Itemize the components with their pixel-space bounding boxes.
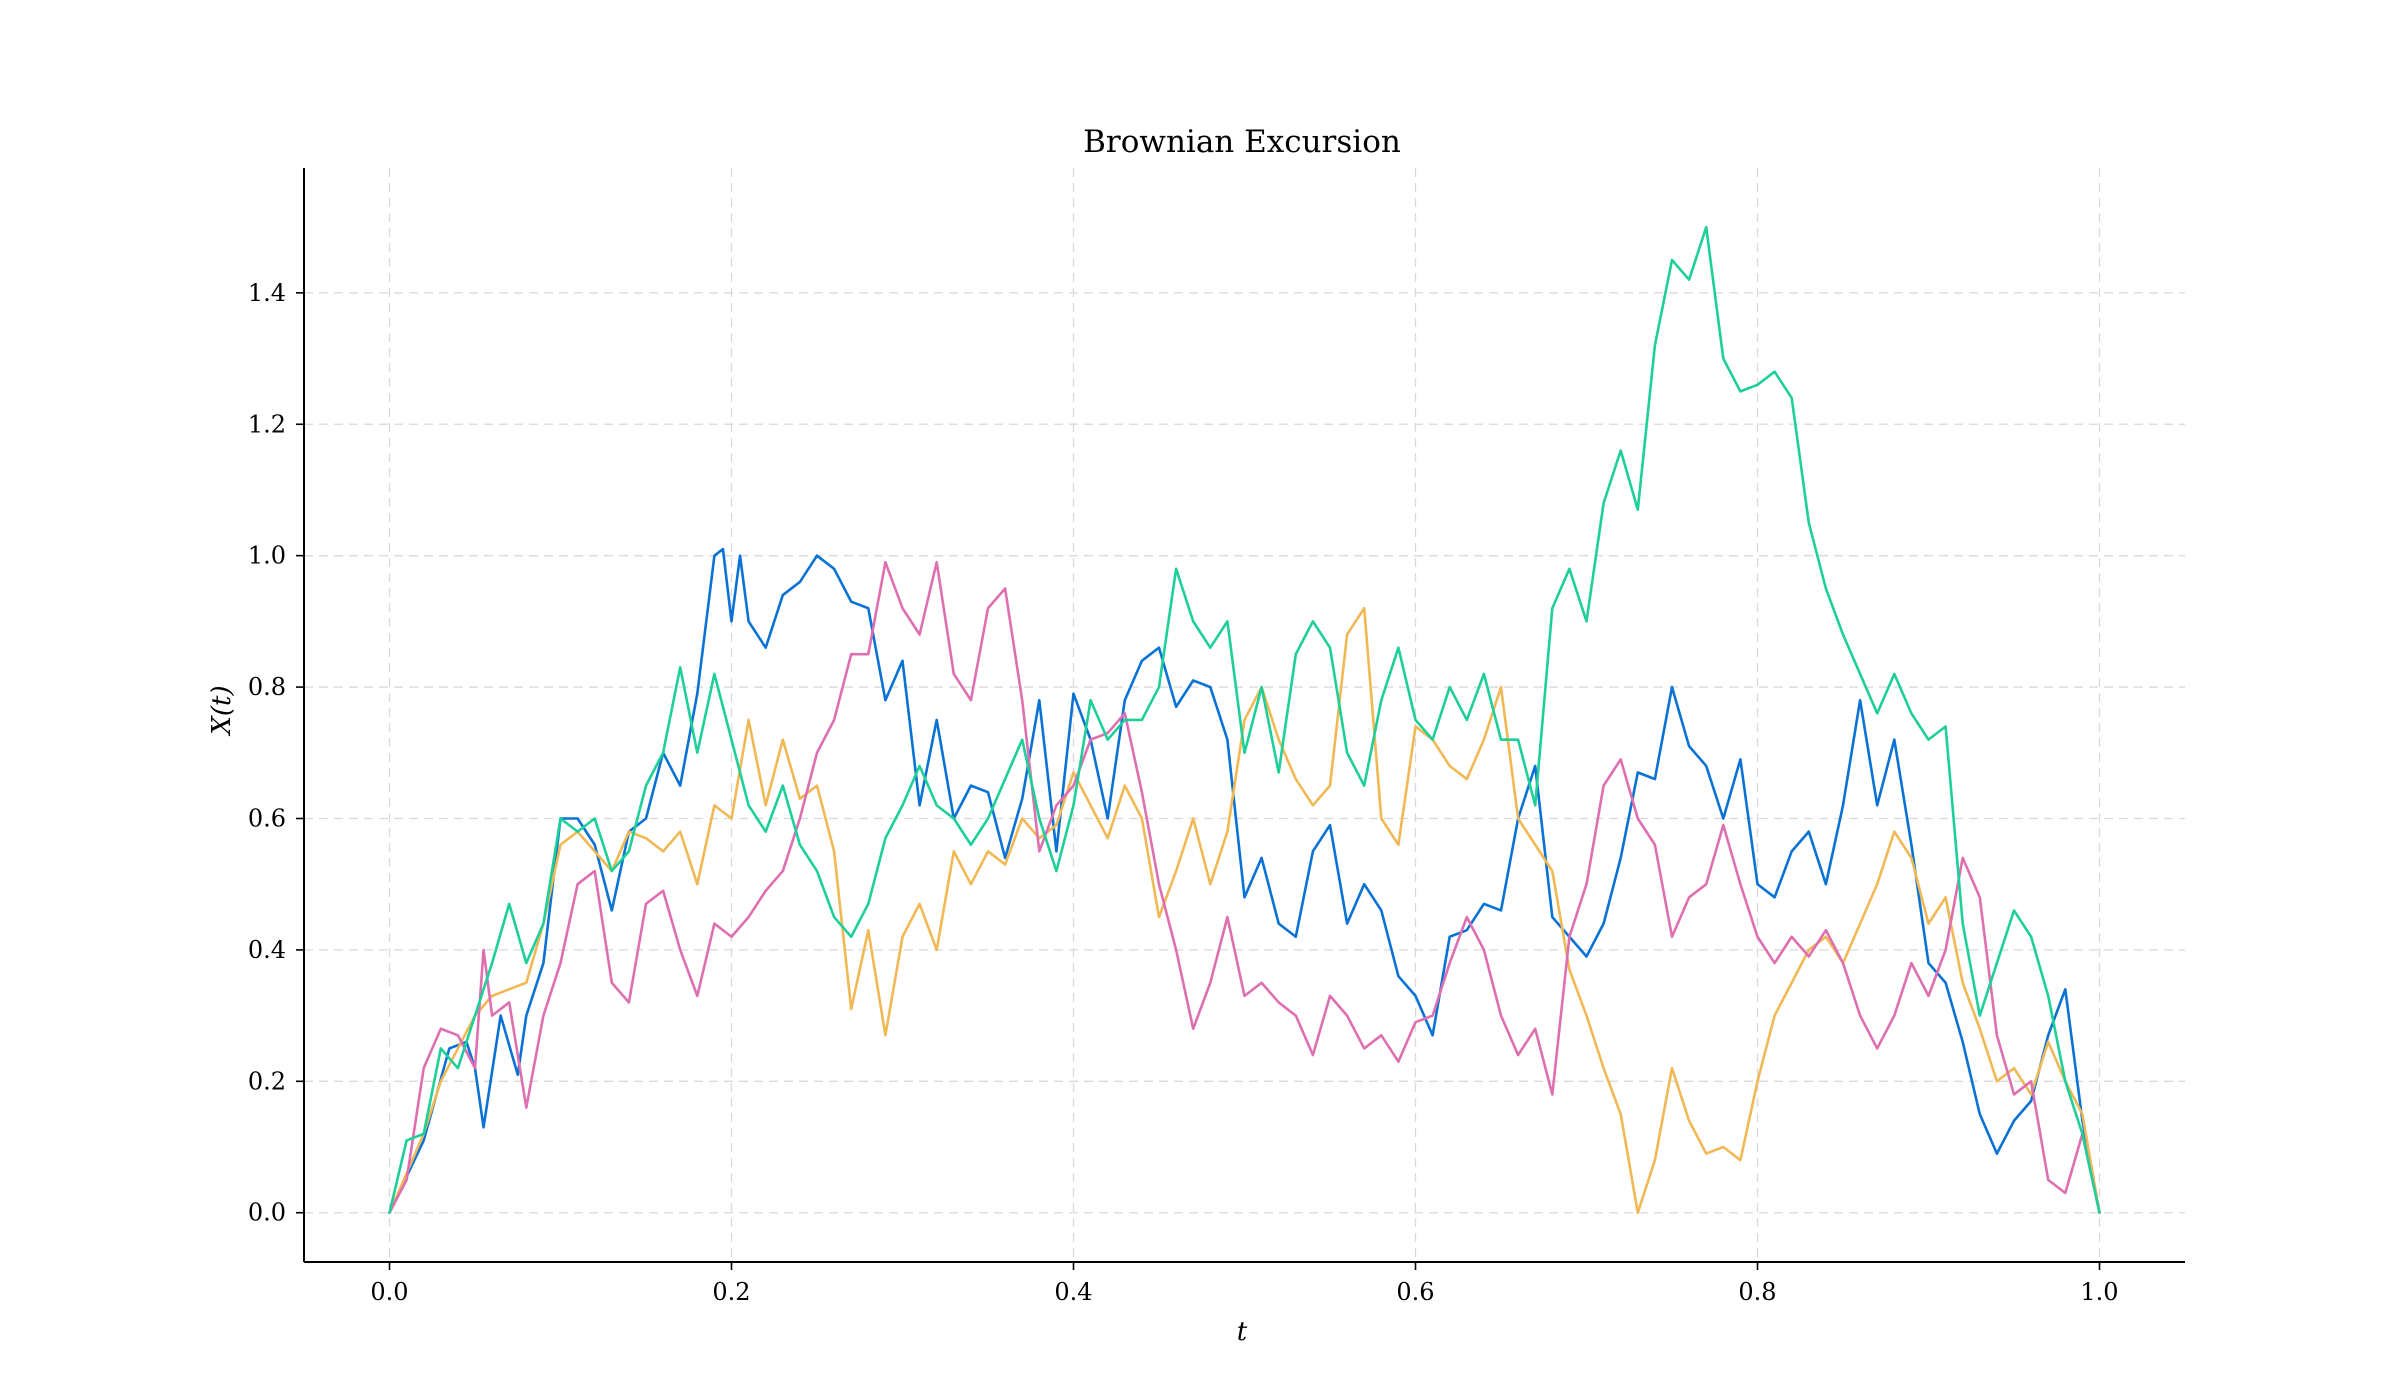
series-group [388, 225, 2101, 1215]
chart-title: Brownian Excursion [1083, 124, 1401, 160]
y-tick-label: 0.4 [248, 936, 286, 964]
axes-spines [303, 168, 2185, 1263]
grid [304, 168, 2185, 1262]
y-tick-label: 0.8 [248, 673, 286, 701]
y-tick-label: 0.2 [248, 1067, 286, 1095]
x-axis-ticks: 0.0 0.2 0.4 0.6 0.8 1.0 [370, 1262, 2119, 1306]
y-tick-label: 0.0 [248, 1199, 286, 1227]
x-tick-label: 0.0 [370, 1278, 408, 1306]
x-tick-label: 1.0 [2080, 1278, 2118, 1306]
x-tick-label: 0.2 [712, 1278, 750, 1306]
x-axis-label: t [1237, 1317, 1248, 1347]
series-line-3 [388, 560, 2101, 1215]
x-tick-label: 0.4 [1054, 1278, 1092, 1306]
y-tick-label: 0.6 [248, 804, 286, 832]
y-tick-label: 1.4 [248, 279, 286, 307]
y-axis-ticks: 0.0 0.2 0.4 0.6 0.8 1.0 1.2 1.4 [248, 279, 304, 1227]
y-axis-label: X(t) [207, 685, 237, 736]
series-line-4 [388, 225, 2101, 1215]
y-tick-label: 1.2 [248, 410, 286, 438]
x-tick-label: 0.8 [1738, 1278, 1776, 1306]
y-tick-label: 1.0 [248, 542, 286, 570]
x-tick-label: 0.6 [1396, 1278, 1434, 1306]
series-line-1 [388, 547, 2101, 1215]
